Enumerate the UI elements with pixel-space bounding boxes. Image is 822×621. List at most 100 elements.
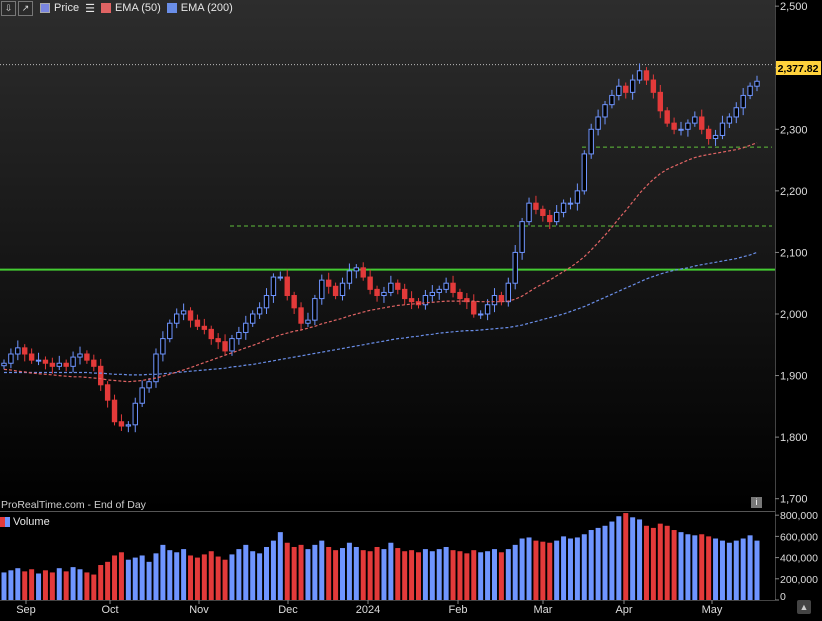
candle-body (222, 341, 228, 352)
candle-body (167, 322, 173, 340)
volume-bar (485, 551, 491, 600)
legend-menu[interactable]: ☰ (85, 2, 95, 15)
volume-bar (422, 549, 428, 600)
candle-body (215, 338, 221, 343)
menu-icon[interactable]: ☰ (85, 2, 95, 15)
candle-body (174, 313, 180, 324)
volume-bar (49, 572, 55, 600)
legend-ema50[interactable]: EMA (50) (100, 2, 161, 14)
volume-bar (664, 525, 670, 600)
volume-bar (236, 549, 242, 600)
volume-bar (160, 544, 166, 600)
volume-bar (526, 537, 532, 600)
candle-body (8, 353, 14, 364)
price-tick-label: 2,300 (780, 124, 808, 136)
legend-price-label: Price (54, 2, 80, 14)
scroll-right-icon[interactable]: ▲ (797, 600, 811, 614)
volume-bar (167, 550, 173, 600)
candle-body (623, 85, 629, 93)
volume-bar (630, 517, 636, 600)
candle-body (443, 282, 449, 290)
candle-body (533, 202, 539, 210)
candle-body (388, 282, 394, 293)
volume-bar (471, 550, 477, 600)
candle-body (70, 356, 76, 367)
watermark: ProRealTime.com - End of Day (1, 499, 146, 511)
candle-body (360, 267, 366, 278)
expand-icon[interactable]: ↗ (18, 0, 33, 16)
collapse-icon[interactable]: ⇩ (1, 0, 16, 16)
time-tick-label: Apr (615, 604, 632, 616)
candle-body (740, 94, 746, 109)
info-icon[interactable]: i (751, 497, 762, 508)
candle-body (636, 70, 643, 81)
volume-legend[interactable]: Volume (0, 514, 50, 529)
volume-bar (42, 570, 48, 600)
candle-body (699, 116, 705, 130)
price-legend: ⇩ ↗ Price ☰ EMA (50) EMA (200) (0, 0, 233, 16)
legend-price[interactable]: Price (40, 2, 79, 14)
candle-body (719, 122, 726, 136)
volume-bar (84, 572, 90, 600)
candle-body (422, 295, 429, 306)
candle-body (581, 153, 587, 192)
candle-body (208, 328, 214, 340)
candle-body (256, 307, 263, 315)
volume-bar (360, 550, 366, 600)
volume-bar (692, 535, 698, 600)
volume-bar (118, 552, 124, 600)
candle-body (471, 301, 477, 315)
volume-bar (346, 542, 352, 600)
volume-bar (194, 557, 200, 600)
volume-bar (415, 552, 421, 600)
time-tick-label: Dec (278, 604, 298, 616)
volume-bar (657, 523, 663, 600)
volume-tick-label: 600,000 (780, 531, 818, 543)
volume-bar (277, 532, 283, 600)
candle-body (547, 214, 553, 223)
price-tick-label: 1,800 (780, 432, 808, 444)
volume-tick-label: 400,000 (780, 553, 818, 565)
volume-bar (754, 540, 760, 600)
candle-body (381, 291, 387, 297)
volume-bar (671, 530, 677, 600)
volume-bar (29, 569, 35, 600)
volume-bar (298, 544, 304, 600)
candle-body (560, 202, 567, 213)
volume-bar (174, 552, 180, 600)
candle-body (747, 85, 753, 96)
candle-body (429, 291, 436, 297)
volume-bar (229, 554, 235, 600)
candle-body (160, 338, 166, 355)
price-tick-label: 2,500 (780, 1, 808, 13)
ema200-line (4, 251, 758, 376)
volume-swatch-icon (0, 516, 10, 527)
candle-body (643, 70, 650, 81)
candle-body (277, 276, 284, 279)
volume-bar (567, 538, 573, 600)
volume-bar (264, 546, 270, 600)
candle-body (35, 359, 42, 362)
candle-body (49, 362, 56, 367)
candle-body (1, 362, 7, 367)
candle-body (298, 307, 304, 324)
candle-body (284, 276, 290, 297)
volume-bar (132, 557, 138, 600)
candle-body (243, 322, 249, 333)
candle-body (180, 310, 187, 315)
volume-bar (63, 571, 69, 600)
candle-body (491, 295, 498, 306)
legend-ema200[interactable]: EMA (200) (166, 2, 233, 14)
price-swatch-icon (40, 3, 50, 13)
volume-bar (56, 568, 62, 600)
time-tick-label: Nov (189, 604, 209, 616)
candle-body (28, 353, 35, 361)
volume-bar (588, 530, 594, 600)
volume-bar (146, 561, 152, 600)
volume-bar (15, 568, 21, 600)
volume-bar (319, 540, 325, 600)
volume-bar (540, 541, 546, 600)
candle-body (98, 365, 104, 386)
volume-bar (491, 549, 497, 600)
volume-bar (726, 542, 732, 600)
